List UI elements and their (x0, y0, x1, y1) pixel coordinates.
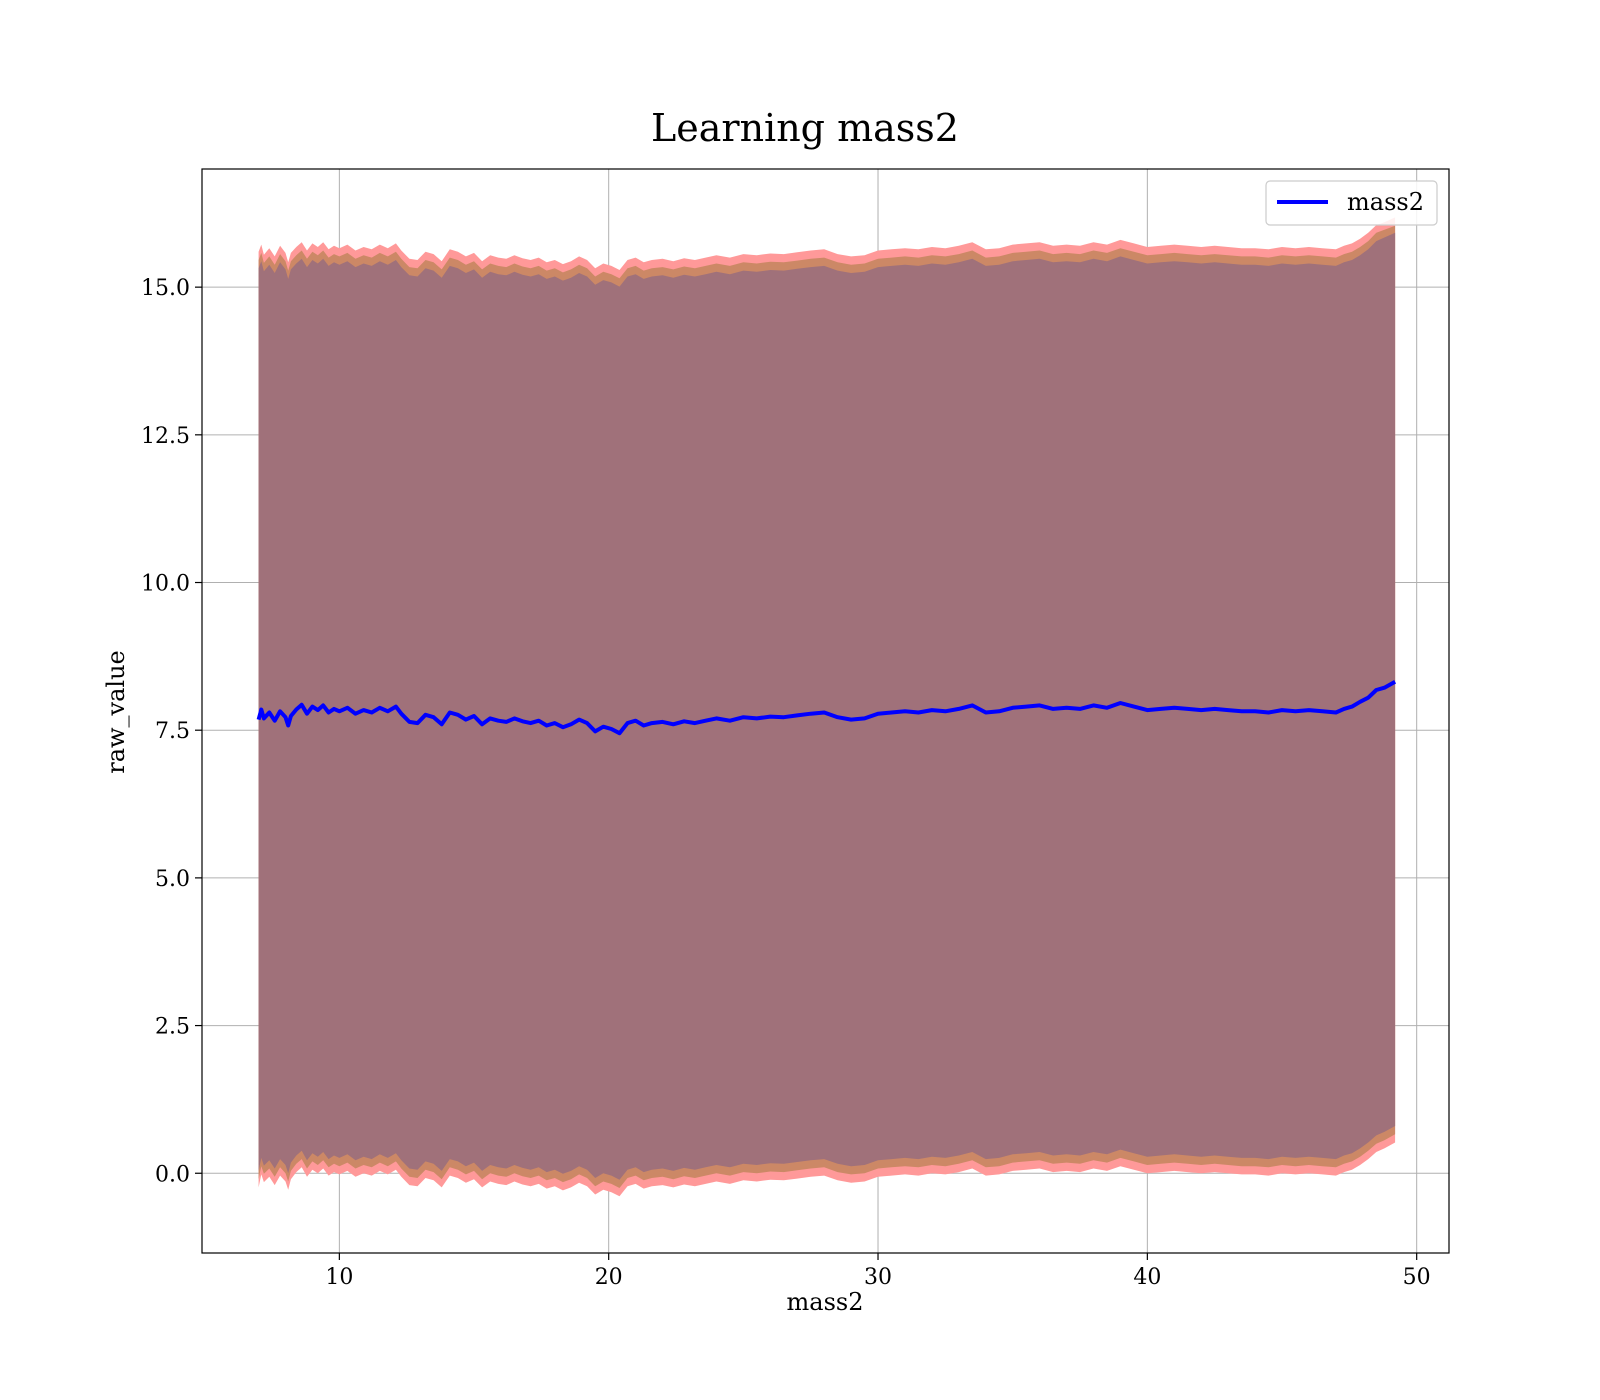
band-inner (258, 232, 1396, 1180)
y-tick-label: 10.0 (141, 572, 190, 597)
series-line-mass2 (256, 680, 1397, 736)
x-tick-label: 30 (864, 1265, 892, 1290)
x-tick-label: 50 (1403, 1265, 1431, 1290)
confidence-bands (258, 217, 1396, 1197)
y-tick-label: 7.5 (155, 719, 190, 744)
legend: mass2 (1265, 180, 1438, 226)
series-lines (256, 680, 1397, 736)
chart-title: Learning mass2 (651, 106, 959, 150)
y-axis-ticks: 0.0 2.5 5.0 7.5 10.0 12.5 15.0 (141, 276, 202, 1187)
y-tick-label: 2.5 (155, 1015, 190, 1040)
x-axis-ticks: 10 20 30 40 50 (325, 1253, 1431, 1290)
x-tick-label: 40 (1133, 1265, 1161, 1290)
plot-frame (201, 168, 1450, 1254)
y-axis-label: raw_value (102, 650, 130, 774)
x-tick-label: 10 (325, 1265, 353, 1290)
plot-area (201, 168, 1450, 1254)
y-tick-label: 12.5 (141, 424, 190, 449)
y-tick-label: 15.0 (141, 276, 190, 301)
y-tick-label: 5.0 (155, 867, 190, 892)
y-tick-label: 0.0 (155, 1162, 190, 1187)
x-tick-label: 20 (595, 1265, 623, 1290)
legend-box (1265, 180, 1438, 226)
legend-label-mass2: mass2 (1347, 188, 1424, 216)
x-axis-label: mass2 (787, 1288, 864, 1316)
